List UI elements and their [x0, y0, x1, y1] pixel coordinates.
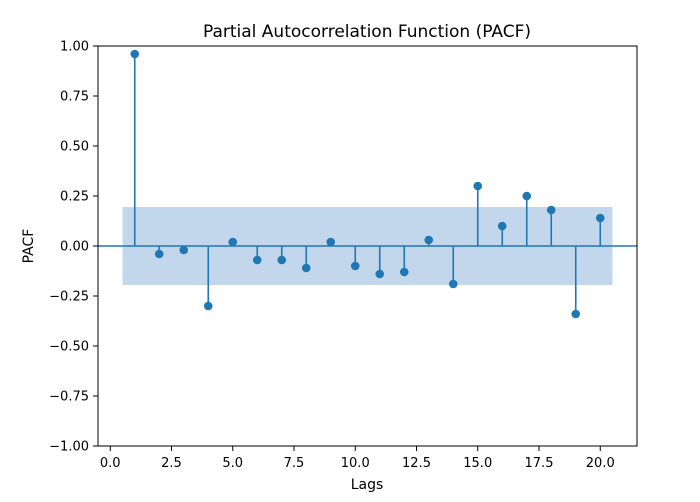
stem-marker	[252, 255, 262, 265]
stem-marker	[399, 267, 409, 277]
y-tick-label: −0.50	[49, 340, 89, 355]
y-tick-label: 0.00	[60, 240, 89, 255]
stem-marker	[130, 49, 140, 59]
stem-marker	[473, 181, 483, 191]
stem-marker	[179, 245, 189, 255]
plot-area: 0.0 2.5 5.0 7.5 10.0 12.5 15.0 17.5 20.0 −1.00 −0.…	[49, 40, 638, 471]
stem-marker	[571, 309, 581, 319]
y-axis-label: PACF	[21, 229, 37, 264]
y-tick-label: 1.00	[60, 40, 89, 55]
x-tick-label: 17.5	[525, 456, 554, 471]
stem-marker	[375, 269, 385, 279]
x-tick-label: 2.5	[161, 456, 182, 471]
x-tick-label: 0.0	[100, 456, 121, 471]
x-tick-label: 12.5	[402, 456, 431, 471]
stem-marker	[228, 237, 238, 247]
stem-marker	[326, 237, 336, 247]
y-tick-label: 0.25	[60, 190, 89, 205]
x-tick-label: 10.0	[341, 456, 370, 471]
x-tick-label: 5.0	[222, 456, 243, 471]
x-tick-label: 7.5	[284, 456, 305, 471]
chart-title: Partial Autocorrelation Function (PACF)	[203, 22, 531, 42]
stem-marker	[424, 235, 434, 245]
x-tick-label: 15.0	[463, 456, 492, 471]
x-tick-label: 20.0	[586, 456, 615, 471]
x-axis-label: Lags	[351, 477, 384, 493]
y-tick-label: −0.25	[49, 290, 89, 305]
y-tick-label: −1.00	[49, 440, 89, 455]
y-tick-label: 0.75	[60, 90, 89, 105]
y-tick-label: −0.75	[49, 390, 89, 405]
stem-marker	[301, 263, 311, 273]
y-tick-label: 0.50	[60, 140, 89, 155]
stem-marker	[522, 191, 532, 201]
stem-marker	[350, 261, 360, 271]
stem-marker	[595, 213, 605, 223]
stem-marker	[203, 301, 213, 311]
stem-marker	[154, 249, 164, 259]
stem-marker	[448, 279, 458, 289]
stem-marker	[277, 255, 287, 265]
stem-marker	[497, 221, 507, 231]
stem-marker	[546, 205, 556, 215]
